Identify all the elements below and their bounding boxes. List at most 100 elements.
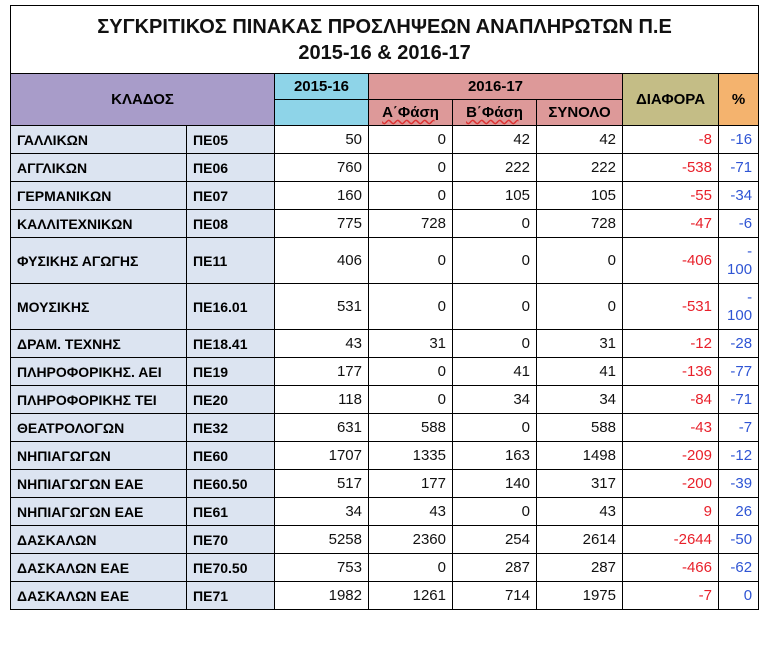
- table-row: ΘΕΑΤΡΟΛΟΓΩΝ ΠΕ32 631 588 0 588 -43 -7: [10, 413, 760, 442]
- row-value-total: 728: [536, 209, 623, 238]
- row-value-phase-a: 0: [368, 237, 453, 284]
- row-value-percent: -39: [717, 469, 760, 498]
- row-value-phase-b: 105: [452, 181, 537, 210]
- header-percent: %: [717, 73, 760, 126]
- table-body: ΓΑΛΛΙΚΩΝ ΠΕ05 50 0 42 42 -8 -16 ΑΓΓΛΙΚΩΝ ΠΕ06 760 0…: [10, 125, 760, 610]
- row-value-2015-16: 1707: [274, 441, 369, 470]
- percent-value: 100: [727, 306, 753, 324]
- row-value-difference: -466: [622, 553, 719, 582]
- table-row: ΦΥΣΙΚΗΣ ΑΓΩΓΗΣ ΠΕ11 406 0 0 0 -406-100: [10, 237, 760, 284]
- row-code: ΠΕ05: [186, 125, 275, 154]
- row-value-total: 43: [536, 497, 623, 526]
- row-value-percent: -16: [717, 125, 760, 154]
- row-value-percent: -12: [717, 441, 760, 470]
- row-value-phase-b: 0: [452, 283, 537, 330]
- row-name: ΝΗΠΙΑΓΩΓΩΝ ΕΑΕ: [10, 497, 187, 526]
- table-row: ΜΟΥΣΙΚΗΣ ΠΕ16.01 531 0 0 0 -531-100: [10, 283, 760, 330]
- row-name: ΔΑΣΚΑΛΩΝ ΕΑΕ: [10, 581, 187, 610]
- row-value-total: 317: [536, 469, 623, 498]
- row-value-difference: -84: [622, 385, 719, 414]
- row-value-2015-16: 531: [274, 283, 369, 330]
- row-value-phase-b: 140: [452, 469, 537, 498]
- row-code: ΠΕ60.50: [186, 469, 275, 498]
- table-row: ΓΕΡΜΑΝΙΚΩΝ ΠΕ07 160 0 105 105 -55 -34: [10, 181, 760, 210]
- table-row: ΚΑΛΛΙΤΕΧΝΙΚΩΝ ΠΕ08 775 728 0 728 -47 -6: [10, 209, 760, 238]
- header-phase-a: Α΄Φάση: [368, 99, 453, 126]
- row-code: ΠΕ71: [186, 581, 275, 610]
- row-value-phase-a: 1261: [368, 581, 453, 610]
- row-value-total: 42: [536, 125, 623, 154]
- row-value-phase-a: 0: [368, 385, 453, 414]
- row-value-percent: -34: [717, 181, 760, 210]
- row-value-difference: -2644: [622, 525, 719, 554]
- row-value-phase-b: 714: [452, 581, 537, 610]
- row-value-2015-16: 160: [274, 181, 369, 210]
- row-name: ΔΑΣΚΑΛΩΝ: [10, 525, 187, 554]
- row-value-difference: -200: [622, 469, 719, 498]
- row-code: ΠΕ20: [186, 385, 275, 414]
- row-value-total: 0: [536, 237, 623, 284]
- row-value-total: 31: [536, 329, 623, 358]
- row-value-2015-16: 118: [274, 385, 369, 414]
- table-row: ΑΓΓΛΙΚΩΝ ΠΕ06 760 0 222 222 -538 -71: [10, 153, 760, 182]
- row-name: ΚΑΛΛΙΤΕΧΝΙΚΩΝ: [10, 209, 187, 238]
- row-value-phase-a: 1335: [368, 441, 453, 470]
- percent-sign: -: [747, 242, 753, 260]
- row-value-difference: -209: [622, 441, 719, 470]
- row-value-phase-a: 728: [368, 209, 453, 238]
- title-line-1: ΣΥΓΚΡΙΤΙΚΟΣ ΠΙΝΑΚΑΣ ΠΡΟΣΛΗΨΕΩΝ ΑΝΑΠΛΗΡΩΤ…: [97, 15, 672, 38]
- row-value-phase-b: 0: [452, 329, 537, 358]
- row-value-difference: -47: [622, 209, 719, 238]
- row-value-2015-16: 34: [274, 497, 369, 526]
- row-value-phase-a: 0: [368, 283, 453, 330]
- table-row: ΝΗΠΙΑΓΩΓΩΝ ΕΑΕ ΠΕ60.50 517 177 140 317 -200 -39: [10, 469, 760, 498]
- row-value-difference: -12: [622, 329, 719, 358]
- table-row: ΔΑΣΚΑΛΩΝ ΕΑΕ ΠΕ71 1982 1261 714 1975 -7 0: [10, 581, 760, 610]
- row-value-total: 1498: [536, 441, 623, 470]
- row-name: ΘΕΑΤΡΟΛΟΓΩΝ: [10, 413, 187, 442]
- row-value-difference: -538: [622, 153, 719, 182]
- row-value-total: 105: [536, 181, 623, 210]
- row-value-total: 41: [536, 357, 623, 386]
- row-value-phase-a: 0: [368, 181, 453, 210]
- header-total: ΣΥΝΟΛΟ: [536, 99, 623, 126]
- table-row: ΝΗΠΙΑΓΩΓΩΝ ΠΕ60 1707 1335 163 1498 -209 -12: [10, 441, 760, 470]
- row-name: ΔΑΣΚΑΛΩΝ ΕΑΕ: [10, 553, 187, 582]
- row-value-phase-b: 287: [452, 553, 537, 582]
- row-value-2015-16: 1982: [274, 581, 369, 610]
- comparison-sheet: ΣΥΓΚΡΙΤΙΚΟΣ ΠΙΝΑΚΑΣ ΠΡΟΣΛΗΨΕΩΝ ΑΝΑΠΛΗΡΩΤ…: [9, 5, 760, 610]
- row-code: ΠΕ08: [186, 209, 275, 238]
- row-value-phase-b: 0: [452, 497, 537, 526]
- row-value-phase-b: 163: [452, 441, 537, 470]
- row-value-difference: -531: [622, 283, 719, 330]
- row-value-difference: -43: [622, 413, 719, 442]
- row-value-difference: -8: [622, 125, 719, 154]
- row-value-2015-16: 43: [274, 329, 369, 358]
- row-value-2015-16: 406: [274, 237, 369, 284]
- header-difference: ΔΙΑΦΟΡΑ: [622, 73, 719, 126]
- row-value-2015-16: 5258: [274, 525, 369, 554]
- header-year-2015-16: 2015-16: [274, 73, 369, 100]
- row-value-phase-b: 34: [452, 385, 537, 414]
- row-name: ΠΛΗΡΟΦΟΡΙΚΗΣ. ΑΕΙ: [10, 357, 187, 386]
- row-name: ΦΥΣΙΚΗΣ ΑΓΩΓΗΣ: [10, 237, 187, 284]
- row-value-2015-16: 753: [274, 553, 369, 582]
- header-klados: ΚΛΑΔΟΣ: [10, 73, 275, 126]
- percent-value: 100: [727, 260, 753, 278]
- header-year-2015-16-sub: [274, 99, 369, 126]
- row-name: ΓΑΛΛΙΚΩΝ: [10, 125, 187, 154]
- row-code: ΠΕ07: [186, 181, 275, 210]
- row-value-percent: 0: [717, 581, 760, 610]
- row-name: ΜΟΥΣΙΚΗΣ: [10, 283, 187, 330]
- header-year-2016-17: 2016-17: [368, 73, 623, 100]
- row-value-2015-16: 177: [274, 357, 369, 386]
- row-value-percent: -100: [717, 283, 760, 330]
- row-value-phase-b: 254: [452, 525, 537, 554]
- row-value-total: 588: [536, 413, 623, 442]
- table-row: ΔΑΣΚΑΛΩΝ ΕΑΕ ΠΕ70.50 753 0 287 287 -466 -62: [10, 553, 760, 582]
- row-value-total: 2614: [536, 525, 623, 554]
- row-value-percent: -6: [717, 209, 760, 238]
- row-name: ΝΗΠΙΑΓΩΓΩΝ ΕΑΕ: [10, 469, 187, 498]
- row-value-percent: 26: [717, 497, 760, 526]
- row-value-difference: 9: [622, 497, 719, 526]
